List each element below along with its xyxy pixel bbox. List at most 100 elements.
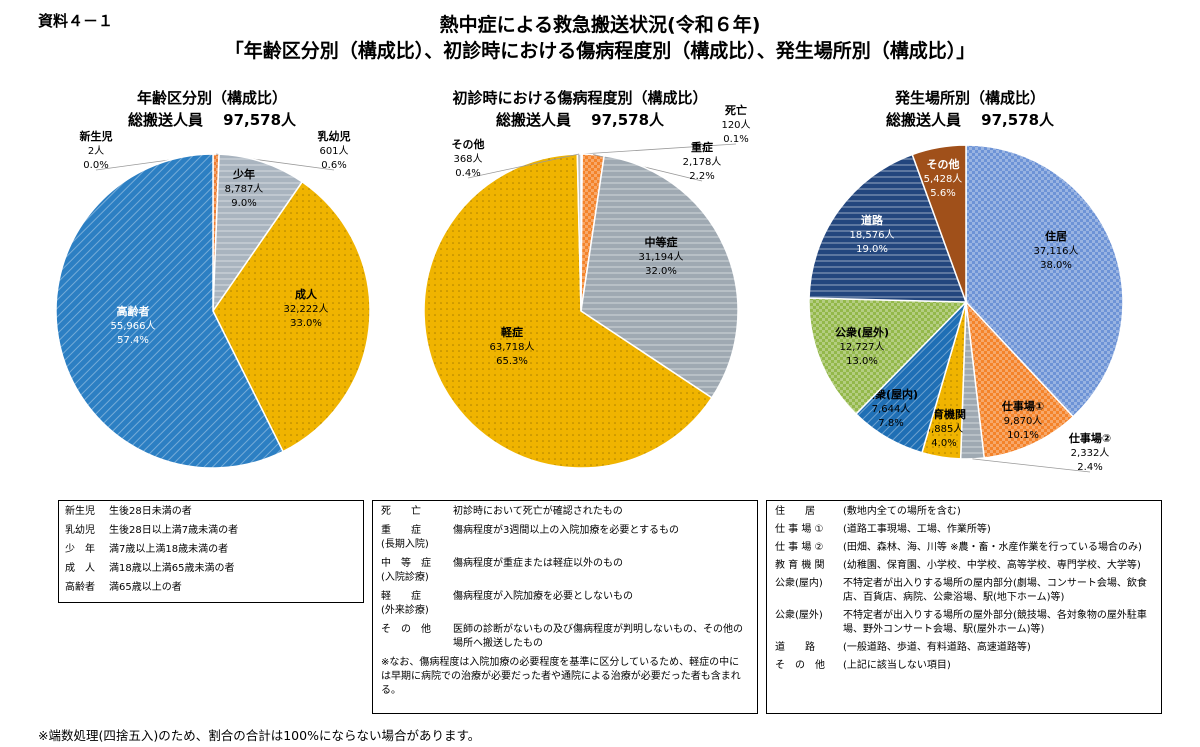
definition-text: (一般道路、歩道、有料道路、高速道路等) <box>843 642 1031 653</box>
slice-label: 軽症 <box>501 325 523 339</box>
definition-text: 不特定者が出入りする場所の屋外部分(競技場、各対象物の屋外駐車場、野外コンサート… <box>843 610 1147 635</box>
definition-term: 公衆(屋内) <box>775 577 843 605</box>
definition-term: 住 居 <box>775 505 843 519</box>
definition-term-label: そ の 他 <box>381 624 431 635</box>
definition-row: 成 人 満18歳以上満65歳未満の者 <box>65 562 357 576</box>
severity-note: ※なお、傷病程度は入院加療の必要程度を基準に区分しているため、軽症の中には早期に… <box>381 657 741 696</box>
definition-text: 生後28日以上満7歳未満の者 <box>109 525 239 536</box>
definition-term: 新生児 <box>65 505 109 519</box>
definition-term-label: 乳幼児 <box>65 525 95 536</box>
definition-term: 仕 事 場 ② <box>775 541 843 555</box>
definition-term-label: 軽 症 <box>381 591 421 602</box>
slice-percent-label: 65.3% <box>496 356 528 367</box>
pie-slice <box>423 153 713 469</box>
slice-percent-label: 5.6% <box>930 188 955 199</box>
slice-label: 仕事場① <box>1001 399 1044 413</box>
slice-percent-label: 7.8% <box>878 418 903 429</box>
slice-percent-label: 4.0% <box>931 438 956 449</box>
definition-row: 仕 事 場 ② (田畑、森林、海、川等 ※農・畜・水産作業を行っている場合のみ) <box>775 541 1153 555</box>
slice-percent-label: 0.0% <box>83 160 108 171</box>
definition-row: 新生児 生後28日未満の者 <box>65 505 357 519</box>
definition-row: 仕 事 場 ① (道路工事現場、工場、作業所等) <box>775 523 1153 537</box>
definition-term-label: 教 育 機 関 <box>775 560 825 571</box>
definition-text: 傷病程度が重症または軽症以外のもの <box>453 558 623 569</box>
document-label: 資料４－１ <box>38 12 114 30</box>
definition-row: 教 育 機 関 (幼稚園、保育園、小学校、中学校、高等学校、専門学校、大学等) <box>775 559 1153 573</box>
definition-row: 死 亡 初診時において死亡が確認されたもの <box>381 505 749 519</box>
definition-term-label: 重 症 <box>381 525 421 536</box>
slice-percent-label: 10.1% <box>1007 430 1039 441</box>
definition-text: 初診時において死亡が確認されたもの <box>453 506 623 517</box>
definition-row: 乳幼児 生後28日以上満7歳未満の者 <box>65 524 357 538</box>
definition-row: 軽 症 (外来診療) 傷病程度が入院加療を必要としないもの <box>381 590 749 618</box>
definition-row: 道 路 (一般道路、歩道、有料道路、高速道路等) <box>775 641 1153 655</box>
definition-term: 高齢者 <box>65 581 109 595</box>
definition-term: 道 路 <box>775 641 843 655</box>
slice-label: 重症 <box>691 140 713 154</box>
slice-count-label: 120人 <box>721 119 750 131</box>
slice-percent-label: 32.0% <box>645 266 677 277</box>
definition-term-label: そ の 他 <box>775 660 825 671</box>
place-chart-subtitle: 総搬送人員 97,578人 <box>885 111 1055 129</box>
slice-label: 死亡 <box>725 103 747 117</box>
slice-count-label: 9,870人 <box>1004 415 1043 427</box>
leader-line <box>972 458 1091 473</box>
place-pie: 住居 37,116人 38.0% 仕事場① 9,870人 10.1% 仕事場② 2,332人 2… <box>808 144 1124 473</box>
definition-term: 少 年 <box>65 543 109 557</box>
slice-count-label: 8,787人 <box>225 183 264 195</box>
definition-text: 満65歳以上の者 <box>109 582 182 593</box>
pie-slice <box>212 153 304 314</box>
definition-term-label: 中 等 症 <box>381 558 431 569</box>
definition-text: (田畑、森林、海、川等 ※農・畜・水産作業を行っている場合のみ) <box>843 542 1142 553</box>
severity-definitions-box: 死 亡 初診時において死亡が確認されたもの重 症 (長期入院) 傷病程度が3週間以上の… <box>372 500 758 714</box>
definition-row: 公衆(屋外) 不特定者が出入りする場所の屋外部分(競技場、各対象物の屋外駐車場、野… <box>775 609 1153 637</box>
slice-count-label: 3,885人 <box>925 423 964 435</box>
slice-count-label: 368人 <box>453 153 482 165</box>
slice-count-label: 2,332人 <box>1071 447 1110 459</box>
slice-percent-label: 19.0% <box>856 244 888 255</box>
age-chart-header: 年齢区分別（構成比） 総搬送人員 97,578人 <box>92 87 332 131</box>
definition-term-sub: (入院診療) <box>381 572 429 583</box>
definition-text: 不特定者が出入りする場所の屋内部分(劇場、コンサート会場、飲食店、百貨店、病院、… <box>843 578 1147 603</box>
definition-term-label: 公衆(屋内) <box>775 578 823 589</box>
pie-slice <box>911 144 967 303</box>
definition-term: 重 症 (長期入院) <box>381 524 453 552</box>
definition-term-sub: (外来診療) <box>381 605 429 616</box>
slice-label: 高齢者 <box>117 304 150 318</box>
severity-chart-header: 初診時における傷病程度別（構成比） 総搬送人員 97,578人 <box>430 87 730 131</box>
severity-chart-title: 初診時における傷病程度別（構成比） <box>452 89 708 107</box>
slice-percent-label: 0.4% <box>455 168 480 179</box>
pie-slice <box>965 144 1124 418</box>
definition-row: 中 等 症 (入院診療) 傷病程度が重症または軽症以外のもの <box>381 557 749 585</box>
place-chart-header: 発生場所別（構成比） 総搬送人員 97,578人 <box>860 87 1080 131</box>
slice-label: その他 <box>927 157 960 171</box>
slice-label: その他 <box>452 137 485 151</box>
definition-text: (敷地内全ての場所を含む) <box>843 506 961 517</box>
place-definitions-box: 住 居 (敷地内全ての場所を含む) 仕 事 場 ① (道路工事現場、工場、作業所等) 仕… <box>766 500 1162 714</box>
slice-count-label: 2,178人 <box>683 156 722 168</box>
slice-count-label: 601人 <box>319 145 348 157</box>
slice-count-label: 32,222人 <box>284 303 329 315</box>
pie-slice <box>580 154 739 399</box>
slice-percent-label: 2.2% <box>689 171 714 182</box>
place-chart-title: 発生場所別（構成比） <box>894 89 1045 107</box>
slice-label: 新生児 <box>80 129 113 143</box>
definition-text: 満7歳以上満18歳未満の者 <box>109 544 229 555</box>
definition-text: 傷病程度が入院加療を必要としないもの <box>453 591 633 602</box>
severity-chart-subtitle: 総搬送人員 97,578人 <box>495 111 665 129</box>
definition-row: そ の 他 (上記に該当しない項目) <box>775 659 1153 673</box>
age-chart-subtitle: 総搬送人員 97,578人 <box>127 111 297 129</box>
definition-term: そ の 他 <box>381 623 453 651</box>
definition-text: (上記に該当しない項目) <box>843 660 951 671</box>
slice-label: 公衆(屋外) <box>835 325 889 339</box>
definition-term: 成 人 <box>65 562 109 576</box>
definition-term-label: 公衆(屋外) <box>775 610 823 621</box>
definition-term: 中 等 症 (入院診療) <box>381 557 453 585</box>
slice-percent-label: 13.0% <box>846 356 878 367</box>
slice-label: 乳幼児 <box>318 129 351 143</box>
slice-count-label: 12,727人 <box>840 341 885 353</box>
slice-percent-label: 0.1% <box>723 134 748 145</box>
slice-label: 仕事場② <box>1068 431 1111 445</box>
slice-count-label: 31,194人 <box>639 251 684 263</box>
